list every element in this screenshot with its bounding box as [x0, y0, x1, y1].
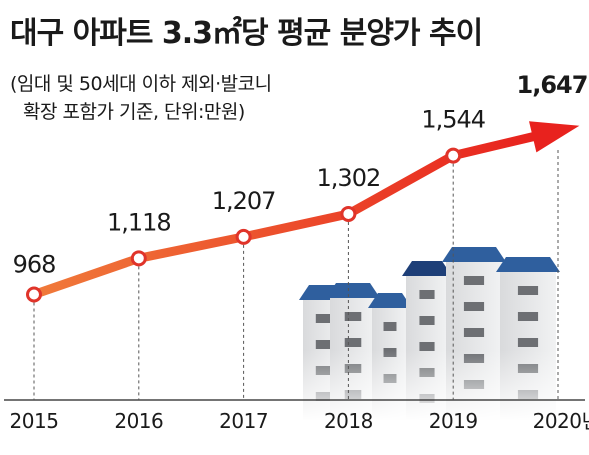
data-label: 1,647 — [517, 71, 588, 99]
building-roof — [402, 261, 452, 276]
data-point — [340, 205, 357, 222]
data-label: 1,207 — [212, 187, 276, 215]
data-point — [235, 228, 252, 245]
x-tick-label: 2016 — [114, 409, 163, 433]
building-window — [315, 340, 331, 349]
building-fade — [295, 350, 565, 422]
building-window — [463, 276, 485, 285]
data-label: 1,118 — [107, 208, 171, 236]
building-window — [315, 314, 331, 323]
series-line — [29, 131, 540, 299]
building-window — [344, 312, 362, 321]
building-window — [419, 290, 435, 299]
building-roof — [496, 257, 560, 272]
apartment-buildings-illustration — [295, 247, 565, 422]
building-roof — [368, 293, 412, 308]
building-window — [517, 312, 539, 321]
data-label: 1,302 — [317, 164, 381, 192]
building-window — [419, 342, 435, 351]
building-window — [517, 338, 539, 347]
data-point — [445, 147, 462, 164]
building-window — [419, 316, 435, 325]
x-tick-label: 2015 — [10, 409, 59, 433]
building-window — [344, 338, 362, 347]
x-tick-label: 2017 — [219, 409, 268, 433]
building-window — [517, 286, 539, 295]
building-window — [463, 302, 485, 311]
building-roof — [326, 283, 380, 298]
subtitle-line-1: (임대 및 50세대 이하 제외·발코니 — [10, 73, 272, 95]
building-window — [463, 328, 485, 337]
subtitle-line-2: 확장 포함가 기준, 단위:만원) — [23, 101, 245, 123]
x-tick-label: 2019 — [429, 409, 478, 433]
x-tick-label: 2020년 — [533, 409, 589, 433]
chart-subtitle: (임대 및 50세대 이하 제외·발코니 확장 포함가 기준, 단위:만원) — [10, 70, 272, 126]
building-window — [383, 322, 397, 331]
series-arrowhead — [529, 121, 580, 153]
chart-title: 대구 아파트 3.3㎡당 평균 분양가 추이 — [10, 16, 483, 51]
data-point — [26, 286, 42, 303]
data-label: 1,544 — [421, 106, 485, 134]
data-point — [130, 250, 147, 267]
building-roof — [442, 247, 506, 262]
x-tick-label: 2018 — [324, 409, 373, 433]
data-label: 968 — [13, 250, 56, 278]
